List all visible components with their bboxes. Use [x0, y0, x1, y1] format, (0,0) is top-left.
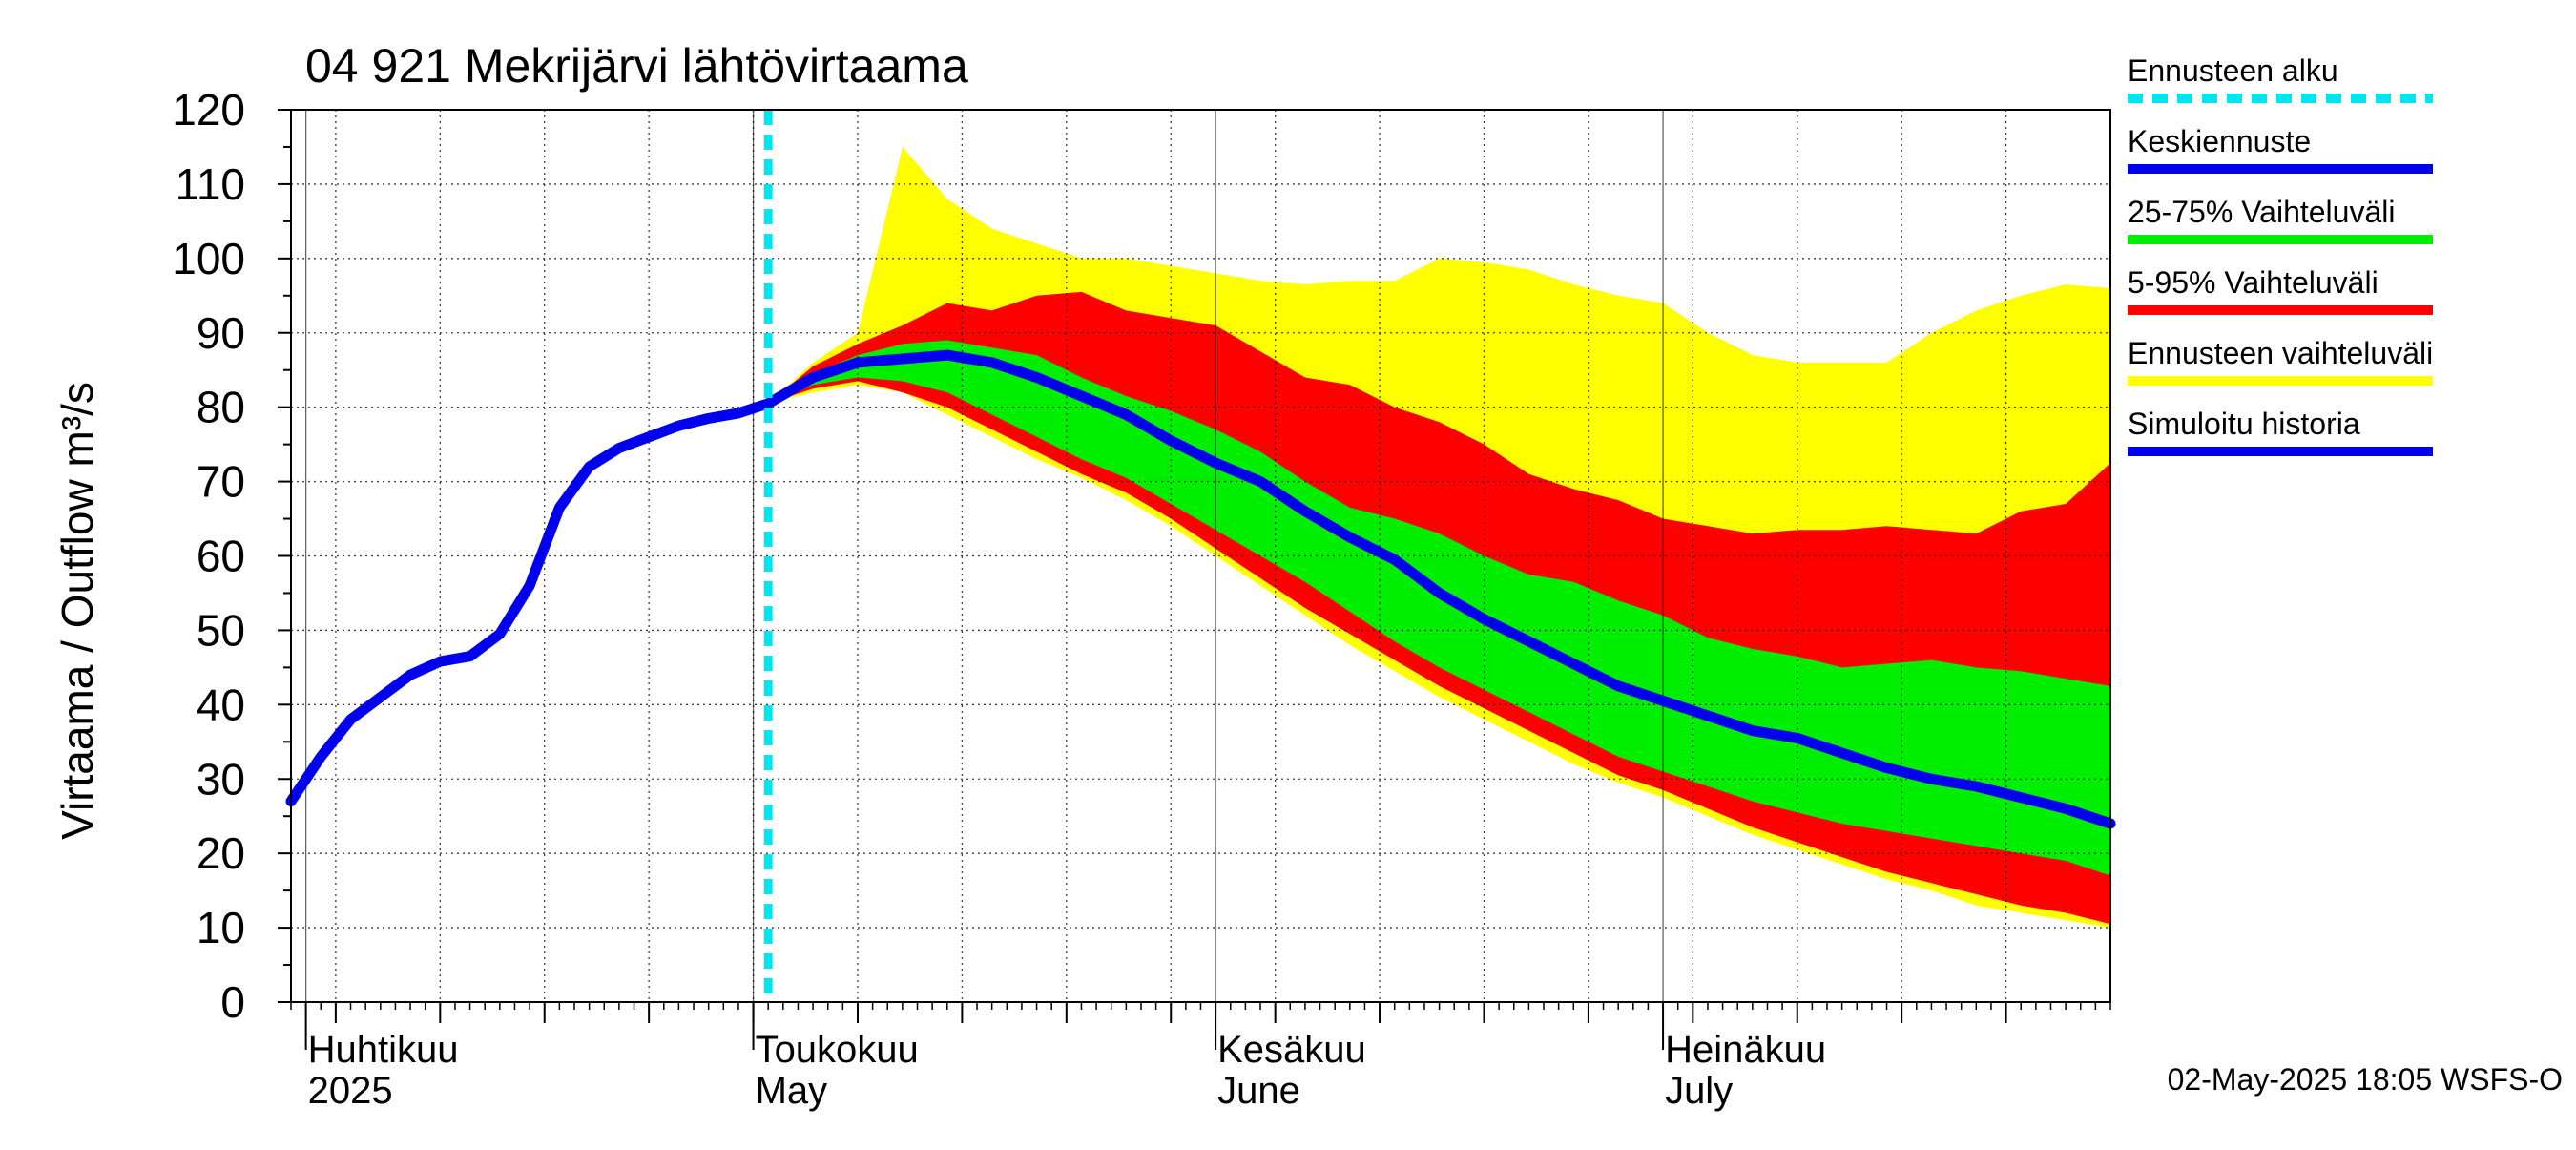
y-tick-label: 30: [197, 754, 245, 804]
series-keskiennuste: [762, 349, 2116, 829]
legend-label: Simuloitu historia: [2128, 407, 2360, 441]
axes: 0 10 20 30 40 50 60 70 80 90 100 110 120 Huhtikuu2025…: [172, 85, 2111, 1112]
y-tick-label: 20: [197, 828, 245, 878]
x-month-label: Heinäkuu: [1665, 1029, 1826, 1071]
x-month-sublabel: May: [756, 1070, 828, 1112]
x-month-sublabel: 2025: [308, 1070, 393, 1112]
y-tick-label: 50: [197, 605, 245, 655]
legend-label: Ennusteen vaihteluväli: [2128, 336, 2433, 370]
series-lines: [285, 110, 2116, 1002]
y-tick-label: 40: [197, 680, 245, 729]
legend-label: 5-95% Vaihteluväli: [2128, 265, 2379, 300]
x-month-sublabel: June: [1217, 1070, 1300, 1112]
y-tick-label: 120: [172, 85, 245, 135]
y-tick-label: 110: [176, 159, 245, 209]
grid-lines: [291, 110, 2110, 1002]
y-tick-label: 60: [197, 532, 245, 581]
x-month-sublabel: July: [1665, 1070, 1733, 1112]
legend-label: Ennusteen alku: [2128, 53, 2338, 88]
forecast-bands: [768, 147, 2111, 929]
y-tick-label: 90: [197, 308, 245, 358]
chart-title: 04 921 Mekrijärvi lähtövirtaama: [305, 39, 968, 93]
footer-timestamp: 02-May-2025 18:05 WSFS-O: [2168, 1062, 2563, 1097]
legend-label: 25-75% Vaihteluväli: [2128, 195, 2395, 229]
y-tick-label: 70: [197, 457, 245, 507]
series-simuloitu-historia: [285, 398, 774, 807]
y-tick-label: 100: [172, 234, 245, 283]
legend-label: Keskiennuste: [2128, 124, 2311, 158]
y-axis-label: Virtaama / Outflow m³/s: [52, 382, 102, 840]
y-tick-label: 0: [220, 977, 245, 1027]
band-25-75: [768, 340, 2111, 876]
y-tick-label: 80: [197, 383, 245, 432]
legend: Ennusteen alku Keskiennuste 25-75% Vaihtel…: [2128, 53, 2433, 456]
x-month-label: Huhtikuu: [308, 1029, 459, 1071]
y-tick-label: 10: [197, 903, 245, 952]
x-month-label: Kesäkuu: [1217, 1029, 1366, 1071]
x-month-label: Toukokuu: [756, 1029, 919, 1071]
